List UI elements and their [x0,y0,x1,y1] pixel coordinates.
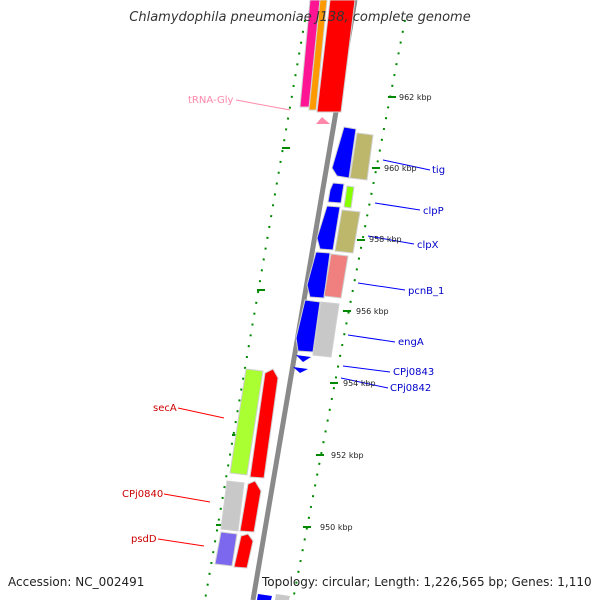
gene-red-secA[interactable] [249,368,279,479]
tick-label: 960 kbp [384,164,417,173]
map-title: Chlamydophila pneumoniae J138, complete … [129,10,471,25]
gene-blue-1[interactable] [331,126,357,179]
gene-trna-gly[interactable] [316,117,330,124]
gene-tig[interactable] [349,132,374,181]
tick-labels: 962 kbp 960 kbp 958 kbp 956 kbp 954 kbp … [320,93,432,532]
lower-genes[interactable] [214,368,290,600]
gene-bottom-blue[interactable] [257,594,272,600]
topology-label: Topology: circular; Length: 1,226,565 bp… [262,575,592,589]
gene-top-orange[interactable] [308,0,328,111]
tick-label: 954 kbp [343,379,376,388]
tick-label: 956 kbp [356,307,389,316]
gene-bottom-grey[interactable] [275,594,290,600]
label-tig: tig [432,165,445,176]
gene-cpj0840[interactable] [220,480,245,532]
label-connectors [157,99,431,547]
gene-blue-7[interactable] [293,367,308,373]
accession-label: Accession: NC_002491 [8,575,145,589]
gene-blue-5[interactable] [295,299,321,353]
gene-red-psdD[interactable] [233,533,254,569]
gene-engA[interactable] [312,301,340,358]
gene-labels: tRNA-Gly tig clpP clpX pcnB_1 engA CPj08… [122,95,445,545]
forward-genes[interactable] [293,126,357,373]
gene-blue-2[interactable] [327,182,345,204]
gene-top-red[interactable] [316,0,356,113]
label-pcnB: pcnB_1 [408,286,444,297]
outer-genes[interactable] [312,132,374,358]
gene-clpP[interactable] [343,185,355,209]
gene-blue-4[interactable] [306,251,331,299]
tick-label: 950 kbp [320,523,353,532]
tick-label: 952 kbp [331,451,364,460]
gene-top-group[interactable] [299,0,356,113]
gene-clpX[interactable] [334,209,361,254]
tick-label: 958 kbp [369,235,402,244]
gene-blue-3[interactable] [316,205,341,251]
label-clpP: clpP [423,206,444,217]
major-ticks [216,96,396,528]
gene-secA[interactable] [229,368,264,476]
label-cpj0843: CPj0843 [393,367,434,378]
label-psdD: psdD [131,534,157,545]
gene-red-cpj0840[interactable] [239,480,262,533]
gene-pcnB[interactable] [323,253,349,299]
label-engA: engA [398,337,424,348]
label-cpj0842: CPj0842 [390,383,431,394]
gene-blue-6[interactable] [296,355,311,362]
label-trna-gly: tRNA-Gly [188,95,233,106]
label-clpX: clpX [417,240,439,251]
label-secA: secA [153,403,177,414]
label-cpj0840: CPj0840 [122,489,163,500]
gene-psdD[interactable] [214,531,238,567]
tick-label: 962 kbp [399,93,432,102]
